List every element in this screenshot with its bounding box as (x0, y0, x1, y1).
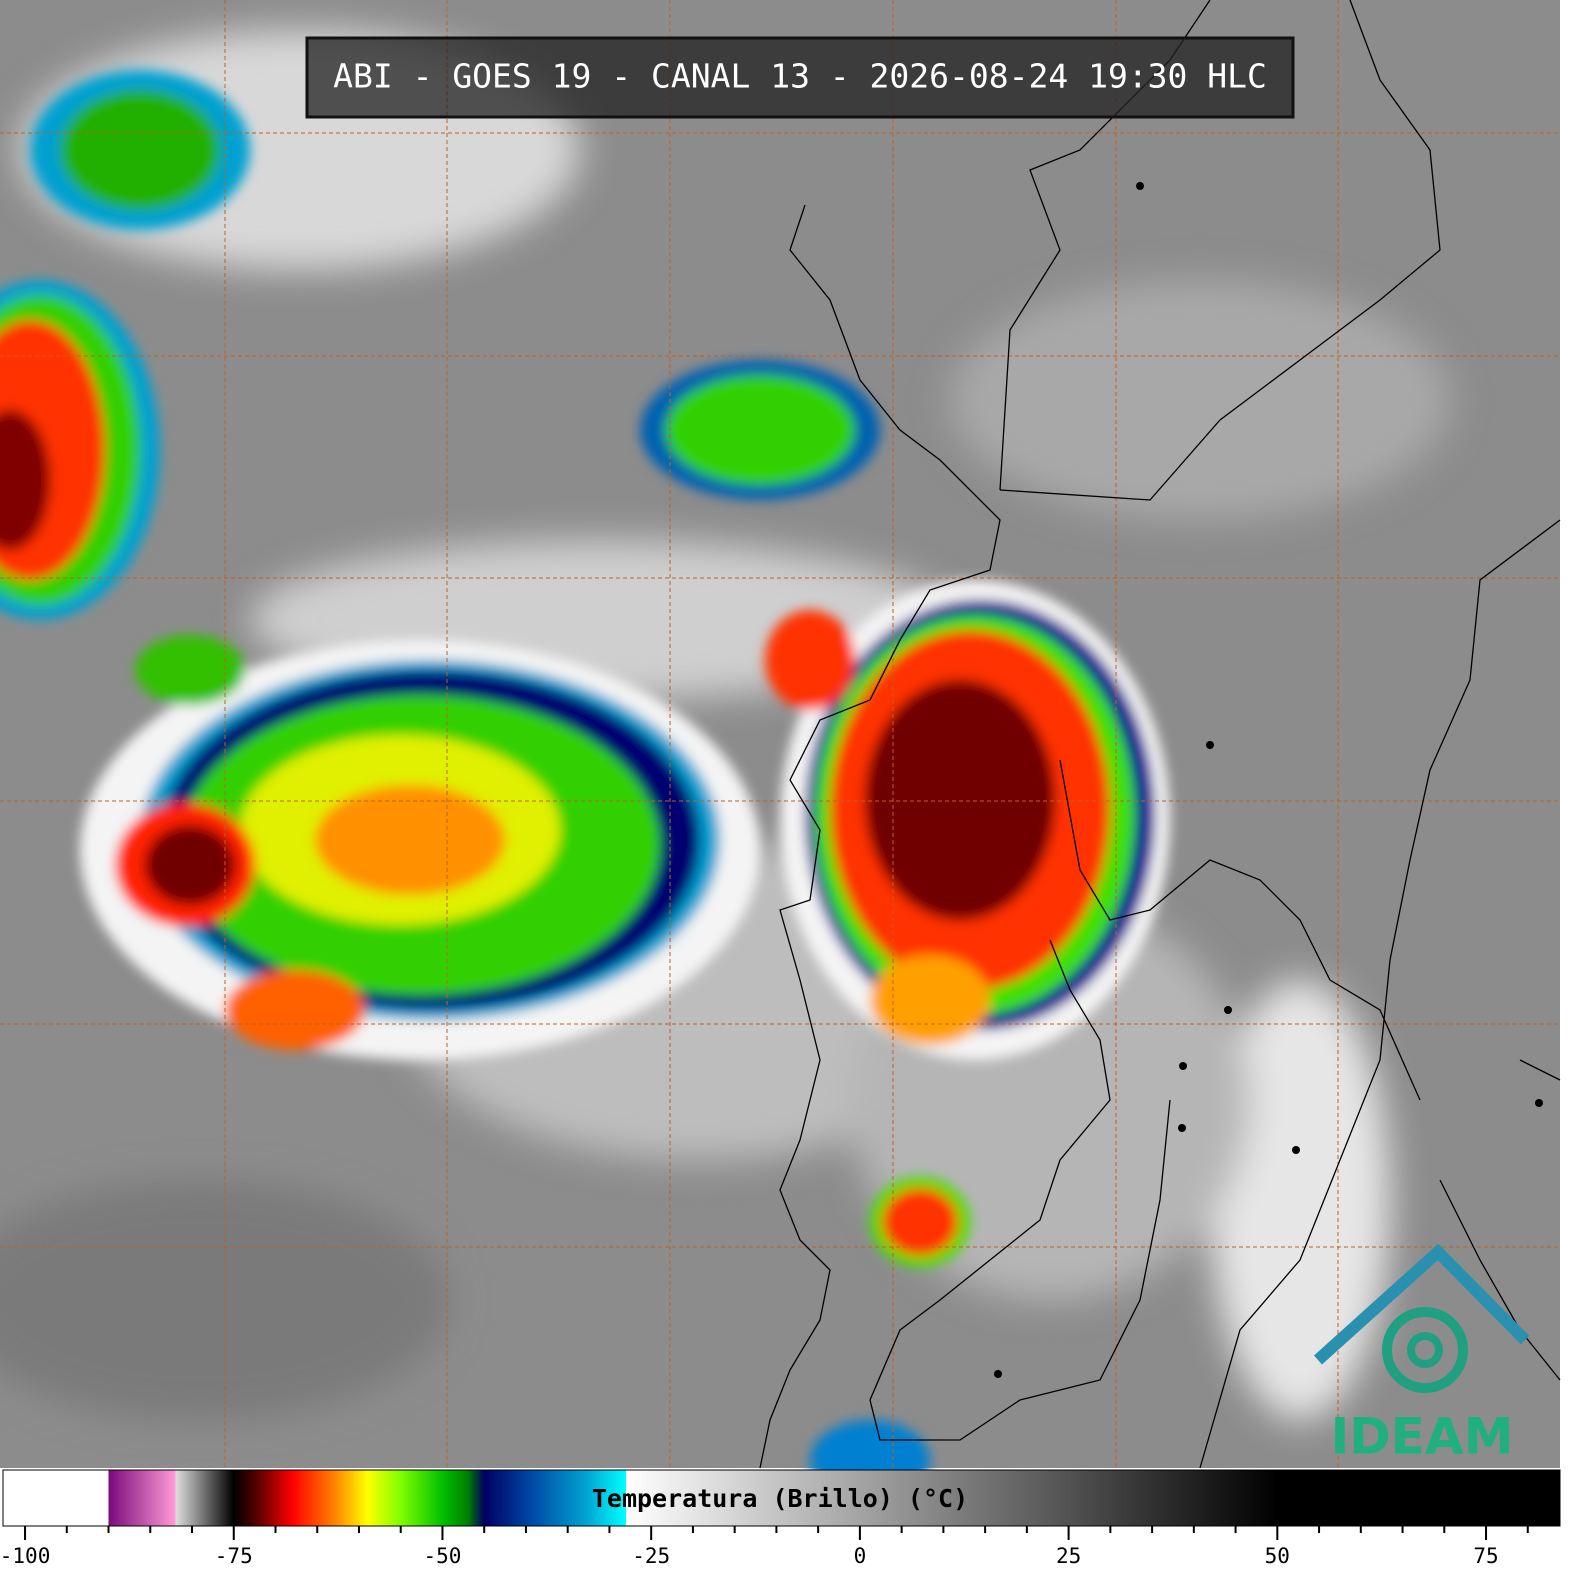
colorbar (2, 1469, 1561, 1527)
tick-label: 25 (1056, 1544, 1081, 1568)
colorbar-label: Temperatura (Brillo) (°C) (592, 1484, 968, 1513)
tick-label: -25 (632, 1544, 670, 1568)
grid (0, 0, 1560, 1468)
tick-label: -100 (0, 1544, 50, 1568)
logo-text: IDEAM (1331, 1408, 1514, 1466)
city-dots (994, 182, 1543, 1378)
title-box (305, 36, 1295, 119)
ideam-logo: IDEAM (1313, 1243, 1530, 1466)
tick-label: -75 (215, 1544, 253, 1568)
borders (759, 0, 1561, 1469)
title: ABI - GOES 19 - CANAL 13 - 2026-08-24 19… (333, 57, 1267, 96)
tick-label: -50 (423, 1544, 461, 1568)
tick-label: 0 (854, 1544, 867, 1568)
tick-label: 75 (1473, 1544, 1498, 1568)
tick-label: 50 (1265, 1544, 1290, 1568)
